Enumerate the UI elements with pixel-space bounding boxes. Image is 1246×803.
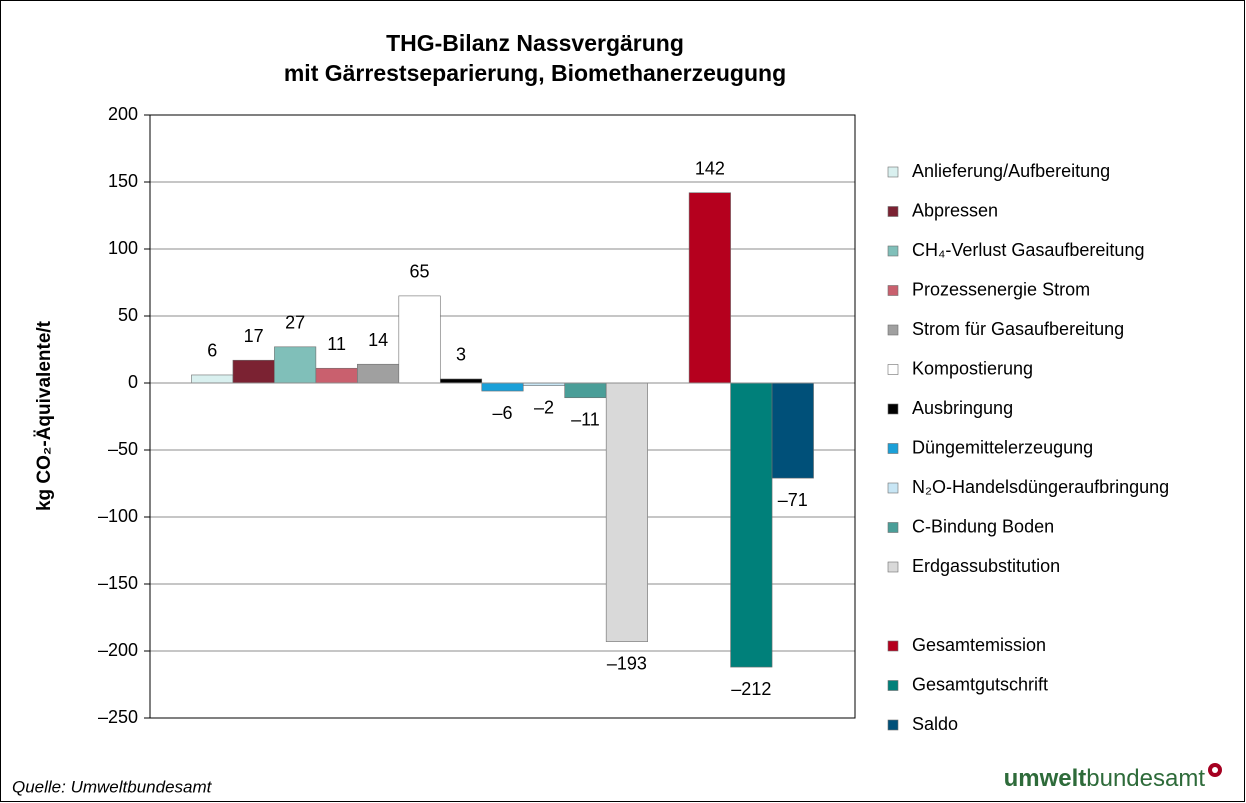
- bar: [605, 382, 648, 642]
- logo-icon: [1212, 767, 1218, 773]
- data-label: 3: [456, 345, 466, 365]
- legend-label: Ausbringung: [912, 398, 1013, 418]
- source: Quelle: Umweltbundesamt: [12, 777, 213, 796]
- data-label: –11: [571, 409, 600, 429]
- legend-swatch: [887, 403, 899, 415]
- data-label: 11: [327, 334, 346, 354]
- data-label: –193: [607, 653, 647, 673]
- y-tick-label: –100: [98, 506, 138, 526]
- y-tick-label: –50: [108, 439, 138, 459]
- data-label: –2: [534, 397, 554, 417]
- logo-part: bundesamt: [1086, 765, 1205, 792]
- logo: umweltbundesamt: [1004, 765, 1206, 792]
- y-tick-label: –150: [98, 573, 138, 593]
- y-axis-label: kg CO₂-Äquivalente/t: [34, 320, 55, 511]
- bar: [232, 359, 275, 384]
- legend-label: Düngemittelerzeugung: [912, 437, 1093, 457]
- legend-swatch: [887, 482, 899, 494]
- data-label: 65: [410, 262, 430, 282]
- legend-swatch: [887, 206, 899, 217]
- legend-label: Erdgassubstitution: [912, 556, 1060, 576]
- data-label: 142: [695, 158, 725, 178]
- data-label: 6: [207, 341, 217, 361]
- y-tick-label: 50: [118, 305, 138, 325]
- legend-label: Gesamtemission: [912, 635, 1046, 655]
- data-label: –212: [731, 679, 771, 699]
- bar: [191, 374, 234, 384]
- legend-swatch: [887, 680, 899, 691]
- bar: [357, 363, 400, 384]
- chart-title: THG-Bilanz Nassvergärung: [386, 30, 684, 56]
- data-label: 14: [368, 330, 388, 350]
- legend-label: Abpressen: [912, 200, 998, 220]
- bar: [315, 367, 358, 384]
- legend-label: Strom für Gasaufbereitung: [912, 319, 1124, 339]
- y-tick-label: 200: [108, 104, 138, 124]
- y-tick-label: 100: [108, 238, 138, 258]
- y-tick-label: –250: [98, 707, 138, 727]
- legend-label: Gesamtgutschrift: [912, 674, 1048, 694]
- legend-swatch: [887, 245, 899, 257]
- legend-label: Prozessenergie Strom: [912, 279, 1090, 299]
- legend-swatch: [887, 719, 899, 731]
- legend-swatch: [887, 285, 899, 296]
- bar: [398, 295, 441, 384]
- chart-subtitle: mit Gärrestseparierung, Biomethanerzeugu…: [284, 60, 786, 86]
- bar: [564, 382, 607, 399]
- legend-swatch: [887, 561, 899, 573]
- y-tick-label: –200: [98, 640, 138, 660]
- bar: [481, 382, 524, 392]
- y-tick-label: 150: [108, 171, 138, 191]
- legend-swatch: [887, 324, 899, 336]
- legend-label: CH₄-Verlust Gasaufbereitung: [912, 240, 1144, 260]
- legend-swatch: [887, 443, 899, 454]
- bar: [771, 382, 814, 479]
- y-tick-label: 0: [128, 372, 138, 392]
- legend-label: Kompostierung: [912, 358, 1033, 378]
- data-label: –6: [492, 403, 512, 423]
- legend-label: N₂O-Handelsdüngeraufbringung: [912, 477, 1169, 497]
- data-label: 27: [285, 313, 305, 333]
- legend-swatch: [887, 640, 899, 652]
- legend-swatch: [887, 522, 899, 533]
- data-label: 17: [244, 326, 264, 346]
- legend-label: Saldo: [912, 714, 958, 734]
- bar: [439, 378, 483, 384]
- bar: [688, 192, 731, 384]
- legend-label: Anlieferung/Aufbereitung: [912, 161, 1110, 181]
- legend-swatch: [887, 364, 899, 375]
- legend-swatch: [887, 166, 899, 178]
- plot-frame: [149, 114, 856, 719]
- bar: [274, 346, 317, 384]
- legend-label: C-Bindung Boden: [912, 516, 1054, 536]
- data-label: –71: [778, 490, 808, 510]
- bar: [730, 382, 773, 668]
- logo-part: umwelt: [1004, 765, 1087, 792]
